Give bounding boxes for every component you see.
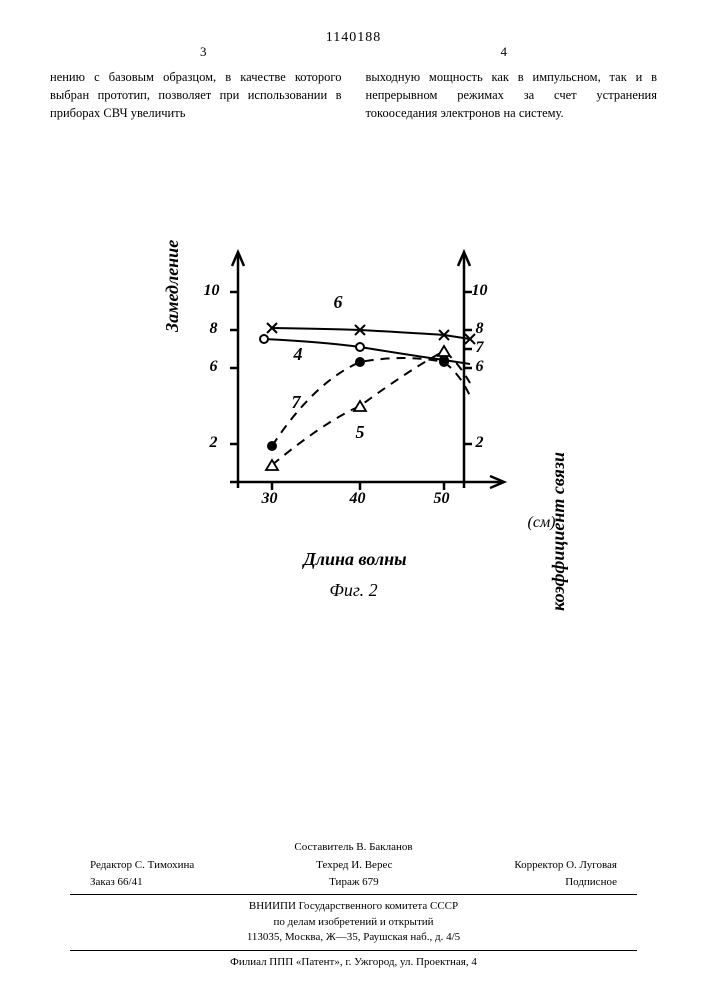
yr-tick-7: 7 — [476, 339, 484, 357]
body-text: нению с базовым образцом, в качестве кот… — [0, 68, 707, 122]
yl-tick-6: 6 — [210, 358, 218, 376]
body-col-right: выходную мощность как в импульсном, так … — [366, 68, 658, 122]
yr-tick-8: 8 — [476, 320, 484, 338]
yr-tick-6: 6 — [476, 358, 484, 376]
org-line-2: по делам изобретений и открытий — [0, 915, 707, 930]
series-label-5: 5 — [356, 422, 365, 443]
series-label-6: 6 — [334, 292, 343, 313]
org-line-1: ВНИИПИ Государственного комитета СССР — [0, 899, 707, 914]
series-label-7: 7 — [292, 392, 301, 413]
series-label-4: 4 — [294, 344, 303, 365]
x-tick-50: 50 — [434, 490, 450, 508]
x-tick-40: 40 — [350, 490, 366, 508]
series-7 — [272, 358, 470, 446]
right-col-number: 4 — [501, 44, 508, 60]
chart-figure-2: Замедление коэффициент связи Длина волны… — [174, 242, 534, 562]
subscr: Подписное — [565, 875, 617, 890]
x-axis-unit: (см) — [528, 514, 556, 532]
corrector: Корректор О. Луговая — [514, 858, 617, 873]
y-left-axis-label: Замедление — [162, 240, 183, 332]
body-col-left: нению с базовым образцом, в качестве кот… — [50, 68, 342, 122]
x-tick-30: 30 — [262, 490, 278, 508]
yr-tick-2: 2 — [476, 434, 484, 452]
yr-tick-10: 10 — [472, 282, 488, 300]
yl-tick-2: 2 — [210, 434, 218, 452]
compiler: Составитель В. Бакланов — [294, 840, 412, 855]
editor: Редактор С. Тимохина — [90, 858, 194, 873]
x-axis-label: Длина волны — [304, 549, 407, 570]
address-1: 113035, Москва, Ж—35, Раушская наб., д. … — [0, 930, 707, 945]
address-2: Филиал ППП «Патент», г. Ужгород, ул. Про… — [0, 955, 707, 970]
yl-tick-8: 8 — [210, 320, 218, 338]
order: Заказ 66/41 — [90, 875, 143, 890]
tirage: Тираж 679 — [329, 875, 379, 890]
techred: Техред И. Верес — [316, 858, 392, 873]
document-number: 1140188 — [326, 30, 381, 45]
yl-tick-10: 10 — [204, 282, 220, 300]
figure-caption: Фиг. 2 — [0, 580, 707, 601]
footer: Составитель В. Бакланов Редактор С. Тимо… — [0, 840, 707, 970]
left-col-number: 3 — [200, 44, 207, 60]
